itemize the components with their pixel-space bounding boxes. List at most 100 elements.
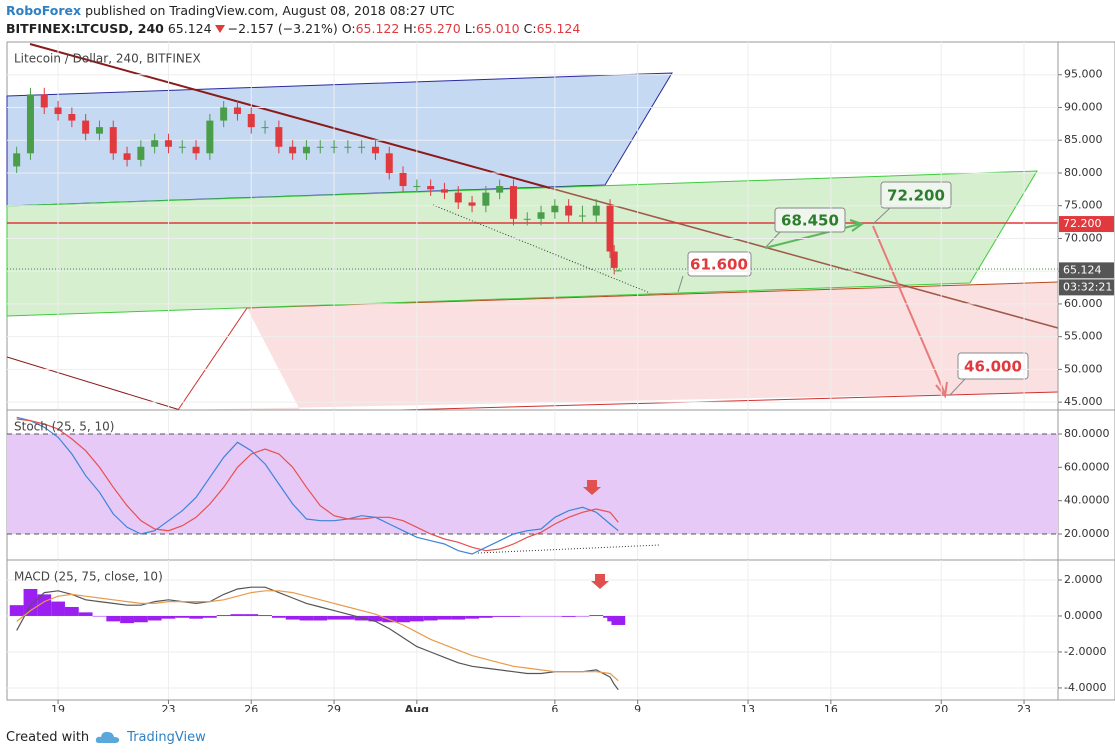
candle-body — [606, 205, 614, 252]
candle-body — [206, 120, 214, 154]
price-marker — [1059, 262, 1114, 279]
candle-body — [496, 186, 504, 193]
x-tick-label: 23 — [1017, 703, 1031, 712]
candle-body — [13, 153, 21, 167]
chart-frame — [6, 41, 1115, 701]
callout-pointer — [677, 275, 684, 293]
candle-body — [358, 146, 366, 148]
histogram-bar — [161, 615, 176, 619]
histogram-bar — [133, 615, 148, 623]
y-tick-label: 75.000 — [1064, 199, 1103, 212]
x-tick-label: 6 — [551, 703, 558, 712]
candle-body — [537, 212, 545, 219]
histogram-bar — [478, 615, 493, 618]
indicator-line — [16, 416, 619, 555]
x-tick-label: 13 — [741, 703, 755, 712]
candle-body — [316, 146, 324, 148]
callout-box — [880, 181, 952, 209]
histogram-bar — [78, 612, 93, 616]
chart: 45.00050.00055.00060.00065.00070.00075.0… — [6, 41, 1115, 712]
blue-channel — [6, 72, 673, 207]
logo — [95, 731, 120, 743]
red-channel-bottom — [399, 391, 1059, 411]
indicator-line — [16, 590, 619, 682]
histogram-bar — [216, 615, 231, 616]
candle-body — [151, 140, 159, 147]
red-channel-side — [177, 307, 248, 411]
y-tick-label: -4.0000 — [1064, 681, 1106, 694]
histogram-bar — [202, 615, 217, 618]
candle-body — [68, 114, 76, 121]
price-axis — [1057, 41, 1115, 701]
callout-text: 68.450 — [781, 212, 839, 230]
publisher[interactable]: RoboForex — [6, 3, 82, 18]
y-tick-label: 70.000 — [1064, 231, 1103, 244]
y-tick-label: 60.000 — [1064, 297, 1103, 310]
candle-body — [614, 270, 622, 272]
candle-body — [109, 127, 117, 154]
candle-body — [413, 186, 421, 188]
countdown: 03:32:21 — [1063, 280, 1112, 293]
y-tick-label: 50.000 — [1064, 362, 1103, 375]
histogram-bar — [575, 615, 590, 617]
histogram-bar — [9, 605, 24, 616]
candle-body — [40, 94, 48, 108]
arrow-down — [872, 225, 946, 395]
candle-body — [82, 120, 90, 134]
y-tick-label: 20.0000 — [1064, 527, 1110, 540]
candle-body — [551, 205, 559, 213]
histogram-bar — [520, 615, 535, 617]
green-channel — [6, 170, 1038, 317]
histogram-bar — [561, 615, 576, 617]
candle-body — [385, 153, 393, 173]
histogram-bar — [465, 615, 479, 619]
signal-arrow — [583, 480, 601, 495]
down-icon — [214, 25, 225, 33]
y-tick-label: 80.0000 — [1064, 427, 1110, 440]
histogram-bar — [506, 615, 521, 617]
ohlc-value: 65.124 — [536, 21, 581, 36]
histogram-bar — [368, 615, 383, 622]
y-tick-label: 45.000 — [1064, 395, 1103, 408]
y-tick-label: 60.0000 — [1064, 460, 1110, 473]
histogram-bar — [285, 615, 300, 620]
histogram-bar — [611, 615, 626, 625]
ohlc-key: H: — [403, 21, 417, 36]
pane-title: Stoch (25, 5, 10) — [14, 420, 114, 434]
candle-body — [233, 107, 241, 115]
callout-text: 61.600 — [690, 256, 748, 274]
callout-box — [687, 251, 752, 277]
histogram-bar — [396, 615, 410, 623]
histogram-bar — [534, 615, 548, 617]
histogram-bar — [299, 615, 314, 621]
histogram-bar — [258, 615, 272, 616]
ohlc-key: L: — [464, 21, 476, 36]
candle-body — [302, 146, 310, 154]
candle-body — [137, 146, 145, 160]
candle-body — [454, 192, 462, 203]
red-channel — [178, 282, 1058, 410]
stoch-band — [7, 434, 1058, 534]
x-tick-label: Aug — [405, 703, 429, 712]
histogram-bar — [313, 615, 328, 621]
brand[interactable]: TradingView — [127, 729, 206, 745]
price-marker-label: 72.200 — [1063, 217, 1102, 230]
candle-body — [178, 146, 186, 148]
candle-body — [123, 153, 131, 160]
candle-body — [509, 186, 517, 219]
candle-body — [164, 140, 172, 147]
callout-pointer — [764, 231, 781, 249]
callout-box — [957, 352, 1029, 380]
callout-text: 46.000 — [964, 358, 1022, 376]
arrow-head — [849, 219, 865, 232]
callout-box — [774, 207, 846, 233]
candle-body — [220, 107, 228, 121]
candle-body — [95, 127, 103, 134]
dotted-line — [477, 544, 661, 554]
y-tick-label: 95.000 — [1064, 68, 1103, 81]
header-line: RoboForex published on TradingView.com, … — [6, 3, 455, 18]
y-tick-label: 90.000 — [1064, 100, 1103, 113]
x-tick-label: 26 — [244, 703, 258, 712]
indicator-line — [16, 418, 619, 552]
candle-body — [399, 172, 407, 187]
